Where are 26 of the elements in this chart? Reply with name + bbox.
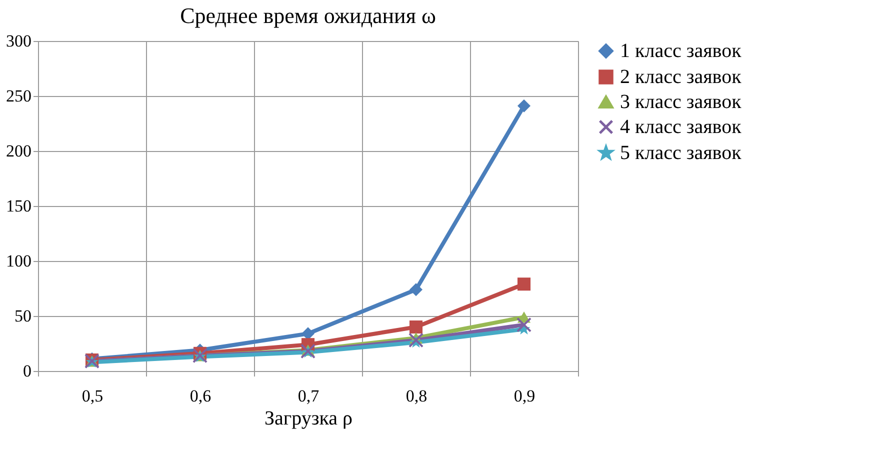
point bbox=[301, 327, 315, 340]
x-tick-label: 0,6 bbox=[190, 386, 212, 406]
y-tick-label: 200 bbox=[6, 142, 32, 160]
point bbox=[517, 278, 531, 291]
y-tick-label: 150 bbox=[6, 196, 32, 216]
y-tick-label: 50 bbox=[14, 306, 32, 326]
x-tick-label: 0,5 bbox=[82, 386, 104, 406]
legend-label: 3 класс заявок bbox=[620, 91, 742, 113]
point bbox=[409, 283, 423, 296]
point bbox=[409, 320, 423, 334]
y-tick-label: 250 bbox=[6, 86, 32, 106]
x-axis-title: Загрузка ρ bbox=[264, 408, 353, 430]
y-tick-label: 100 bbox=[6, 252, 32, 270]
y-tick-label: 300 bbox=[6, 32, 32, 50]
x-tick-label: 0,7 bbox=[298, 386, 320, 406]
x-tick-label: 0,9 bbox=[514, 386, 536, 406]
y-tick-label: 0 bbox=[23, 362, 32, 380]
point bbox=[517, 99, 531, 112]
legend-label: 1 класс заявок bbox=[620, 40, 742, 62]
chart-title: Среднее время ожидания ω bbox=[180, 3, 436, 28]
legend-label: 5 класс заявок bbox=[620, 142, 742, 164]
legend-label: 2 класс заявок bbox=[620, 66, 742, 88]
point bbox=[408, 332, 424, 348]
point bbox=[516, 317, 532, 332]
legend-label: 4 класс заявок bbox=[620, 116, 742, 138]
x-tick-label: 0,8 bbox=[406, 386, 428, 406]
